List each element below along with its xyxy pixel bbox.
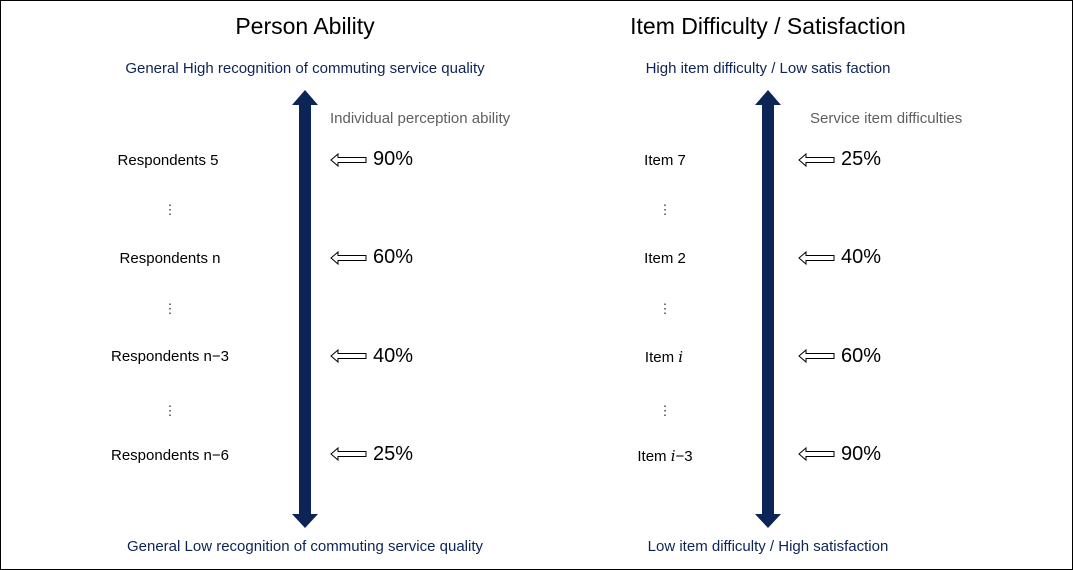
hollow-left-arrow-icon — [330, 152, 367, 168]
hollow-left-arrow-icon — [330, 250, 367, 266]
left-bottom-caption: General Low recognition of commuting ser… — [126, 538, 484, 555]
double-arrow-vertical-icon — [292, 90, 318, 528]
left-top-caption: General High recognition of commuting se… — [125, 60, 485, 77]
item-variable: i — [670, 447, 676, 465]
left-row-value: 25% — [373, 443, 414, 465]
right-row-value: 25% — [841, 148, 882, 170]
right-row-label: Item 2 — [644, 250, 686, 267]
hollow-left-arrow-icon — [798, 152, 835, 168]
left-axis-label: Individual perception ability — [330, 110, 511, 127]
double-arrow-vertical-icon — [755, 90, 781, 528]
left-row-value: 60% — [373, 246, 414, 268]
right-row-value: 90% — [841, 443, 882, 465]
hollow-left-arrow-icon — [798, 348, 835, 364]
vertical-ellipsis: ⋮ — [163, 301, 177, 316]
right-row-label: Item 7 — [644, 152, 686, 169]
vertical-ellipsis: ⋮ — [163, 403, 177, 418]
left-row-label: Respondents n — [119, 250, 221, 267]
left-row-label: Respondents 5 — [117, 152, 219, 169]
vertical-ellipsis: ⋮ — [658, 403, 672, 418]
right-row-value: 40% — [841, 246, 882, 268]
left-title: Person Ability — [235, 13, 375, 39]
item-variable: i — [678, 348, 684, 366]
hollow-left-arrow-icon — [798, 250, 835, 266]
right-axis-label: Service item difficulties — [810, 110, 963, 127]
hollow-left-arrow-icon — [330, 446, 367, 462]
vertical-ellipsis: ⋮ — [163, 202, 177, 217]
hollow-left-arrow-icon — [330, 348, 367, 364]
right-title: Item Difficulty / Satisfaction — [630, 13, 906, 39]
left-row-label: Respondents n−3 — [110, 348, 230, 365]
vertical-ellipsis: ⋮ — [658, 301, 672, 316]
right-bottom-caption: Low item difficulty / High satisfaction — [647, 538, 889, 555]
vertical-ellipsis: ⋮ — [658, 202, 672, 217]
hollow-left-arrow-icon — [798, 446, 835, 462]
left-row-value: 40% — [373, 345, 414, 367]
left-row-value: 90% — [373, 148, 414, 170]
right-row-label: Item i — [644, 348, 684, 366]
right-top-caption: High item difficulty / Low satis faction — [645, 60, 891, 77]
right-row-value: 60% — [841, 345, 882, 367]
left-row-label: Respondents n−6 — [110, 447, 230, 464]
right-row-label: Item i−3 — [637, 447, 693, 465]
